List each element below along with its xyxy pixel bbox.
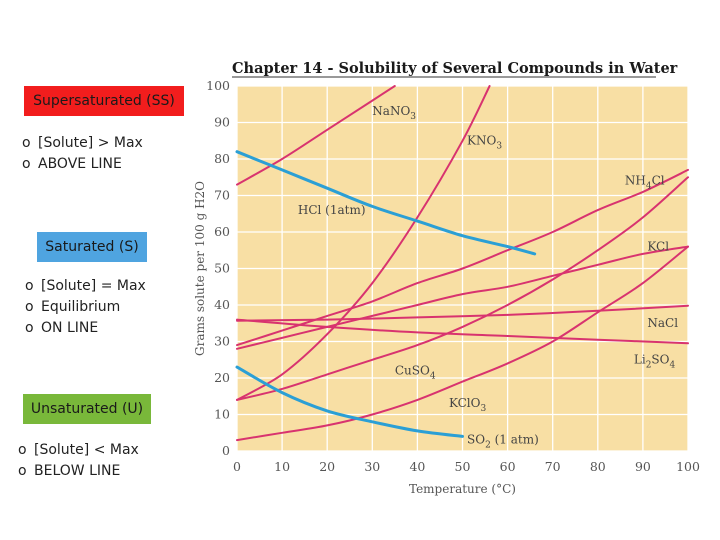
x-tick-label: 90: [635, 459, 651, 474]
bullet-item: o Equilibrium: [25, 297, 146, 318]
axis-ticks: 0 10 20 30 40 50 60 70 80 90 100 0 10 20 30 40 50 60 70 80 9…: [206, 78, 700, 474]
y-tick-label: 90: [214, 115, 230, 130]
y-tick-label: 80: [214, 151, 230, 166]
curve-label: KNO3: [467, 133, 502, 151]
bullet-marker-icon: o: [18, 463, 27, 479]
bullet-item: o [Solute] > Max: [22, 133, 143, 154]
y-tick-label: 10: [214, 407, 230, 422]
x-tick-label: 80: [590, 459, 606, 474]
bullet-text: [Solute] > Max: [38, 135, 143, 151]
curve-label: NaCl: [647, 316, 678, 330]
curve-hcl-1atm: [235, 150, 537, 256]
curve-label: SO2 (1 atm): [467, 433, 539, 451]
bullet-marker-icon: o: [22, 135, 31, 151]
y-tick-label: 40: [214, 297, 230, 312]
y-tick-label: 60: [214, 224, 230, 239]
supersaturated-bullets: o [Solute] > Max o ABOVE LINE: [22, 133, 143, 175]
bullet-marker-icon: o: [18, 442, 27, 458]
x-tick-label: 40: [409, 459, 425, 474]
curve-so2-1-atm: [235, 365, 464, 438]
curve-label: NaNO3: [372, 104, 416, 122]
bullet-text: BELOW LINE: [34, 463, 121, 479]
saturated-bullets: o [Solute] = Max o Equilibrium o ON LINE: [25, 276, 146, 339]
saturated-label: Saturated (S): [37, 232, 147, 262]
x-tick-label: 70: [545, 459, 561, 474]
supersaturated-label: Supersaturated (SS): [24, 86, 184, 116]
y-tick-label: 20: [214, 370, 230, 385]
curve-label: Li2SO4: [634, 352, 676, 370]
curve-kno3: [236, 85, 491, 401]
curve-kclo3: [236, 245, 689, 442]
bullet-item: o [Solute] < Max: [18, 440, 139, 461]
curve-nacl: [236, 304, 689, 322]
y-tick-label: 70: [214, 188, 230, 203]
x-axis-label: Temperature (°C): [409, 482, 516, 496]
x-tick-label: 0: [233, 459, 241, 474]
bullet-text: ON LINE: [41, 320, 99, 336]
curve-label: HCl (1atm): [298, 203, 366, 217]
y-tick-label: 100: [206, 78, 230, 93]
x-tick-label: 60: [500, 459, 516, 474]
y-axis-label: Grams solute per 100 g H2O: [193, 181, 207, 356]
curve-cuso4: [236, 176, 689, 401]
bullet-item: o ON LINE: [25, 318, 146, 339]
bullet-marker-icon: o: [25, 278, 34, 294]
gridlines: [236, 85, 689, 452]
curve-label: NH4Cl: [625, 174, 665, 192]
unsaturated-label: Unsaturated (U): [23, 394, 151, 424]
x-tick-label: 30: [364, 459, 380, 474]
chart-title: Chapter 14 - Solubility of Several Compo…: [232, 60, 678, 77]
bullet-text: ABOVE LINE: [38, 156, 122, 172]
bullet-item: o ABOVE LINE: [22, 154, 143, 175]
x-tick-label: 10: [274, 459, 290, 474]
curve-li2so4: [236, 318, 689, 345]
solubility-chart: NaNO3 KNO3 NH4Cl HCl (1atm) KCl NaCl Li2SO4 CuS…: [193, 60, 700, 496]
bullet-item: o [Solute] = Max: [25, 276, 146, 297]
curve-kcl: [236, 245, 689, 350]
bullet-marker-icon: o: [25, 320, 34, 336]
bullet-text: [Solute] < Max: [34, 442, 139, 458]
bullet-marker-icon: o: [22, 156, 31, 172]
x-tick-label: 100: [676, 459, 700, 474]
curve-label: KClO3: [449, 396, 487, 414]
bullet-text: Equilibrium: [41, 299, 121, 315]
bullet-marker-icon: o: [25, 299, 34, 315]
curve-label: CuSO4: [395, 363, 436, 381]
curve-label: KCl: [647, 239, 669, 253]
x-tick-label: 50: [455, 459, 471, 474]
bullet-text: [Solute] = Max: [41, 278, 146, 294]
solubility-curves: [235, 85, 689, 442]
y-tick-label: 30: [214, 334, 230, 349]
unsaturated-bullets: o [Solute] < Max o BELOW LINE: [18, 440, 139, 482]
x-tick-label: 20: [319, 459, 335, 474]
curve-nano3: [236, 85, 396, 186]
y-tick-label: 0: [222, 443, 230, 458]
y-tick-label: 50: [214, 261, 230, 276]
bullet-item: o BELOW LINE: [18, 461, 139, 482]
curve-labels: NaNO3 KNO3 NH4Cl HCl (1atm) KCl NaCl Li2SO4 CuS…: [298, 104, 678, 451]
